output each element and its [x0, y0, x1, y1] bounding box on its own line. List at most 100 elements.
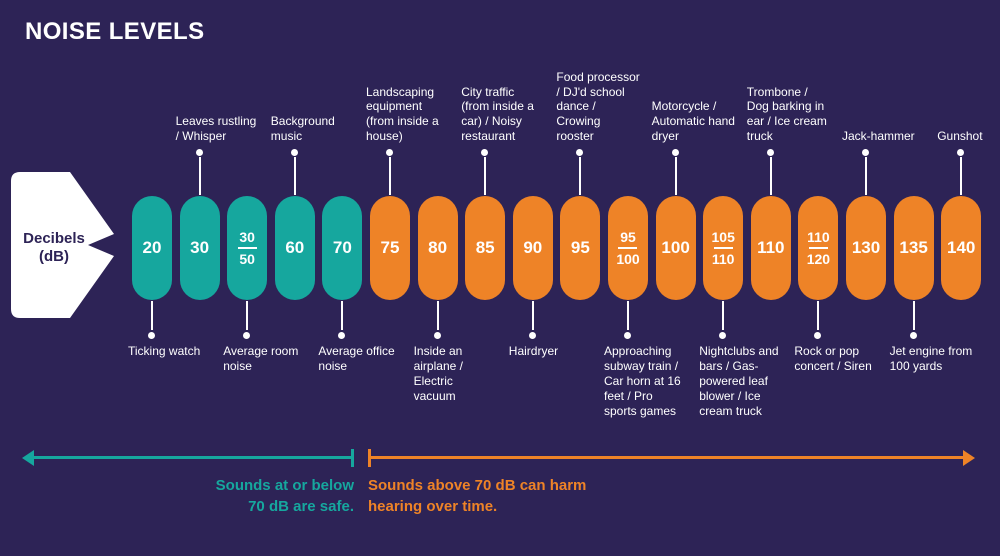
pill-value-single: 110 — [757, 238, 785, 257]
pill-column: Inside an airplane / Electric vacuum 80 … — [394, 0, 482, 556]
decibel-pill: 30 — [179, 196, 220, 300]
decibel-pill: 75 — [370, 196, 410, 300]
fraction-divider-icon — [808, 247, 828, 249]
connector-dot — [909, 332, 917, 339]
pill-column: Average room noise 30 50 Average room no… — [203, 0, 298, 556]
arrow-shaft — [31, 456, 352, 459]
pill-label: Average room noise — [223, 344, 299, 373]
connector-dot — [576, 149, 584, 156]
safe-caption-line1: Sounds at or below — [215, 477, 354, 494]
pill-label: Approaching subway train / Car horn at 1… — [604, 344, 681, 418]
decibel-pill: 130 — [846, 196, 886, 300]
pill-label: Trombone / Dog barking in ear / Ice crea… — [746, 84, 827, 144]
decibel-pill: 105 110 — [703, 196, 744, 300]
pill-label: Background music — [270, 114, 335, 144]
connector-dot — [528, 332, 536, 339]
pill-column: Food processor / DJ'd school dance / Cro… — [536, 0, 640, 556]
decibel-pill: 80 — [417, 196, 458, 300]
decibels-label-line2: (dB) — [39, 248, 69, 265]
arrow-left-head-icon — [22, 450, 34, 466]
fraction-divider-icon — [237, 247, 257, 249]
decibel-pill: 135 — [893, 196, 934, 300]
harm-range-caption: Sounds above 70 dB can harm hearing over… — [368, 475, 698, 517]
pill-column: Nightclubs and bars / Gas-powered leaf b… — [679, 0, 779, 556]
pill-label: Average office noise — [318, 344, 395, 373]
harm-caption-line1: Sounds above 70 dB can harm — [368, 477, 587, 494]
connector-dot — [290, 149, 298, 156]
decibel-pill: 95 100 — [608, 196, 648, 300]
pill-label: Food processor / DJ'd school dance / Cro… — [556, 69, 640, 144]
connector-line — [531, 301, 534, 330]
decibels-label-line1: Decibels — [23, 230, 85, 247]
connector-dot — [719, 332, 727, 339]
pill-value-single: 95 — [570, 238, 590, 257]
pill-label: Motorcycle / Automatic hand dryer — [651, 99, 735, 144]
safe-caption-line2: 70 dB are safe. — [248, 498, 354, 515]
connector-dot — [148, 332, 155, 339]
connector-line — [484, 157, 487, 195]
pill-label: Landscaping equipment (from inside a hou… — [366, 84, 439, 144]
decibel-pill: 110 120 — [798, 196, 839, 300]
connector-line — [151, 301, 153, 330]
pill-value-single: 80 — [428, 238, 448, 257]
pill-value-top: 110 — [807, 228, 830, 245]
connector-line — [817, 301, 820, 330]
pill-value-single: 30 — [190, 238, 210, 257]
pill-label: Hairdryer — [508, 344, 559, 358]
connector-line — [246, 301, 249, 330]
pill-value-bottom: 50 — [239, 251, 255, 267]
decibel-pill: 140 — [941, 196, 982, 300]
pill-value-single: 70 — [332, 238, 352, 257]
speaker-shape-icon — [11, 172, 114, 318]
connector-line — [960, 157, 963, 195]
pill-label: Nightclubs and bars / Gas-powered leaf b… — [699, 344, 779, 418]
pill-column: Trombone / Dog barking in ear / Ice crea… — [727, 0, 827, 556]
pill-column: Leaves rustling / Whisper 30 Leaves rust… — [156, 0, 256, 556]
connector-dot — [386, 149, 393, 156]
safe-range-caption: Sounds at or below 70 dB are safe. — [150, 475, 354, 517]
pill-label: City traffic (from inside a car) / Noisy… — [461, 84, 534, 144]
connector-dot — [243, 332, 251, 339]
connector-dot — [624, 332, 631, 339]
harm-range-arrow — [368, 449, 975, 467]
pill-value-single: 130 — [851, 238, 881, 257]
harm-caption-line2: hearing over time. — [368, 498, 498, 515]
arrow-end-cap — [368, 449, 371, 467]
pill-label: Leaves rustling / Whisper — [175, 114, 257, 144]
connector-dot — [814, 332, 822, 339]
connector-line — [389, 157, 391, 195]
pill-value-single: 135 — [899, 238, 928, 257]
arrow-right-head-icon — [963, 450, 975, 466]
pill-column: Landscaping equipment (from inside a hou… — [346, 0, 439, 556]
connector-line — [341, 301, 344, 330]
pill-value-single: 100 — [661, 238, 690, 257]
decibel-pill: 30 50 — [227, 196, 268, 300]
decibel-pill: 60 — [274, 196, 315, 300]
pill-column: City traffic (from inside a car) / Noisy… — [441, 0, 534, 556]
decibel-pill: 90 — [512, 196, 553, 300]
pill-value-top: 30 — [239, 228, 255, 245]
connector-dot — [481, 149, 489, 156]
pill-value-fraction: 105 110 — [712, 229, 735, 267]
pill-value-single: 75 — [380, 238, 400, 257]
arrow-shaft — [370, 456, 966, 459]
decibel-pill: 95 — [560, 196, 601, 300]
fraction-divider-icon — [713, 247, 733, 249]
pill-value-fraction: 95 100 — [616, 229, 639, 267]
connector-line — [436, 301, 439, 330]
pill-column: Motorcycle / Automatic hand dryer 100 Mo… — [632, 0, 735, 556]
pill-label: Ticking watch — [128, 344, 201, 358]
pill-label: Jack-hammer — [842, 129, 915, 144]
pill-value-fraction: 30 50 — [237, 228, 257, 267]
pill-value-top: 105 — [711, 228, 735, 245]
pill-column: Hairdryer 90 Hairdryer — [489, 0, 577, 556]
connector-dot — [433, 332, 441, 339]
page-title: NOISE LEVELS — [25, 18, 205, 45]
connector-line — [722, 301, 725, 330]
safe-range-arrow — [22, 449, 354, 467]
connector-dot — [338, 332, 346, 339]
connector-line — [627, 301, 629, 330]
pill-label: Gunshot — [937, 129, 983, 144]
connector-line — [674, 157, 677, 195]
arrow-end-cap — [351, 449, 354, 467]
